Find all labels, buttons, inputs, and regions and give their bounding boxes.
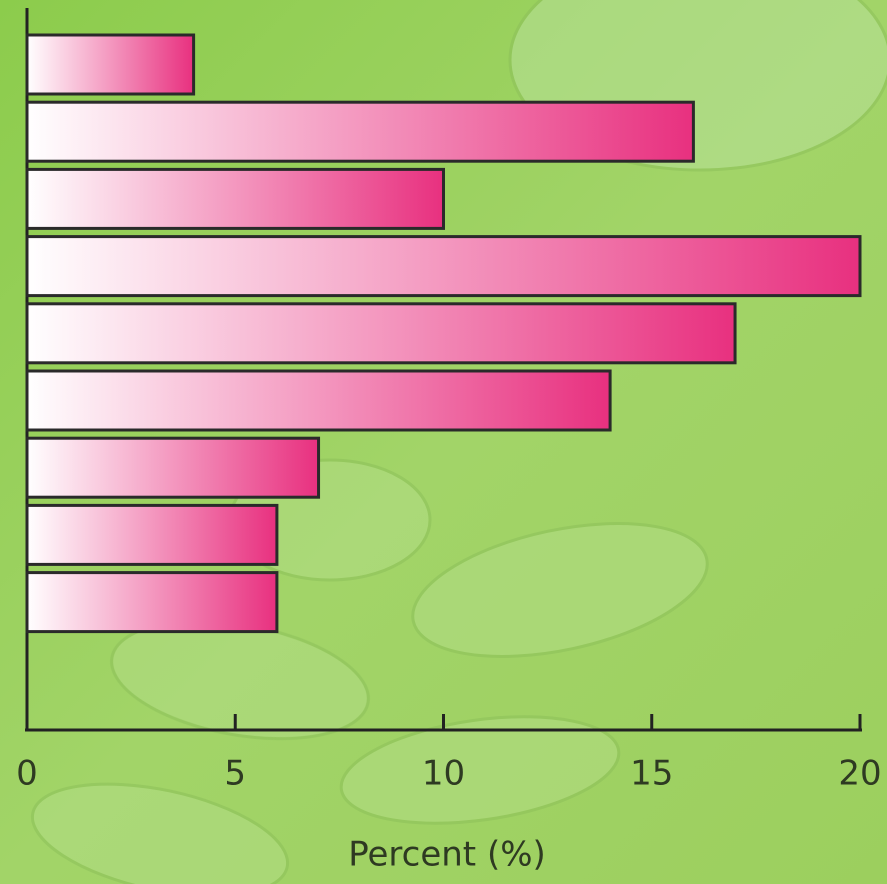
x-tick-label: 10 (422, 754, 465, 794)
bar (25, 369, 612, 432)
x-tick-label: 15 (630, 754, 673, 794)
bar (25, 100, 695, 163)
bar (25, 167, 445, 230)
x-axis-label: Percent (%) (348, 835, 546, 875)
bar (25, 503, 279, 566)
bar (25, 33, 196, 96)
x-tick-label: 0 (16, 754, 38, 794)
bar (25, 571, 279, 634)
x-tick-label: 20 (838, 754, 881, 794)
bar (25, 436, 321, 499)
bar (25, 302, 737, 365)
decoration (30, 0, 887, 884)
x-tick-label: 5 (224, 754, 246, 794)
bar (25, 235, 862, 298)
